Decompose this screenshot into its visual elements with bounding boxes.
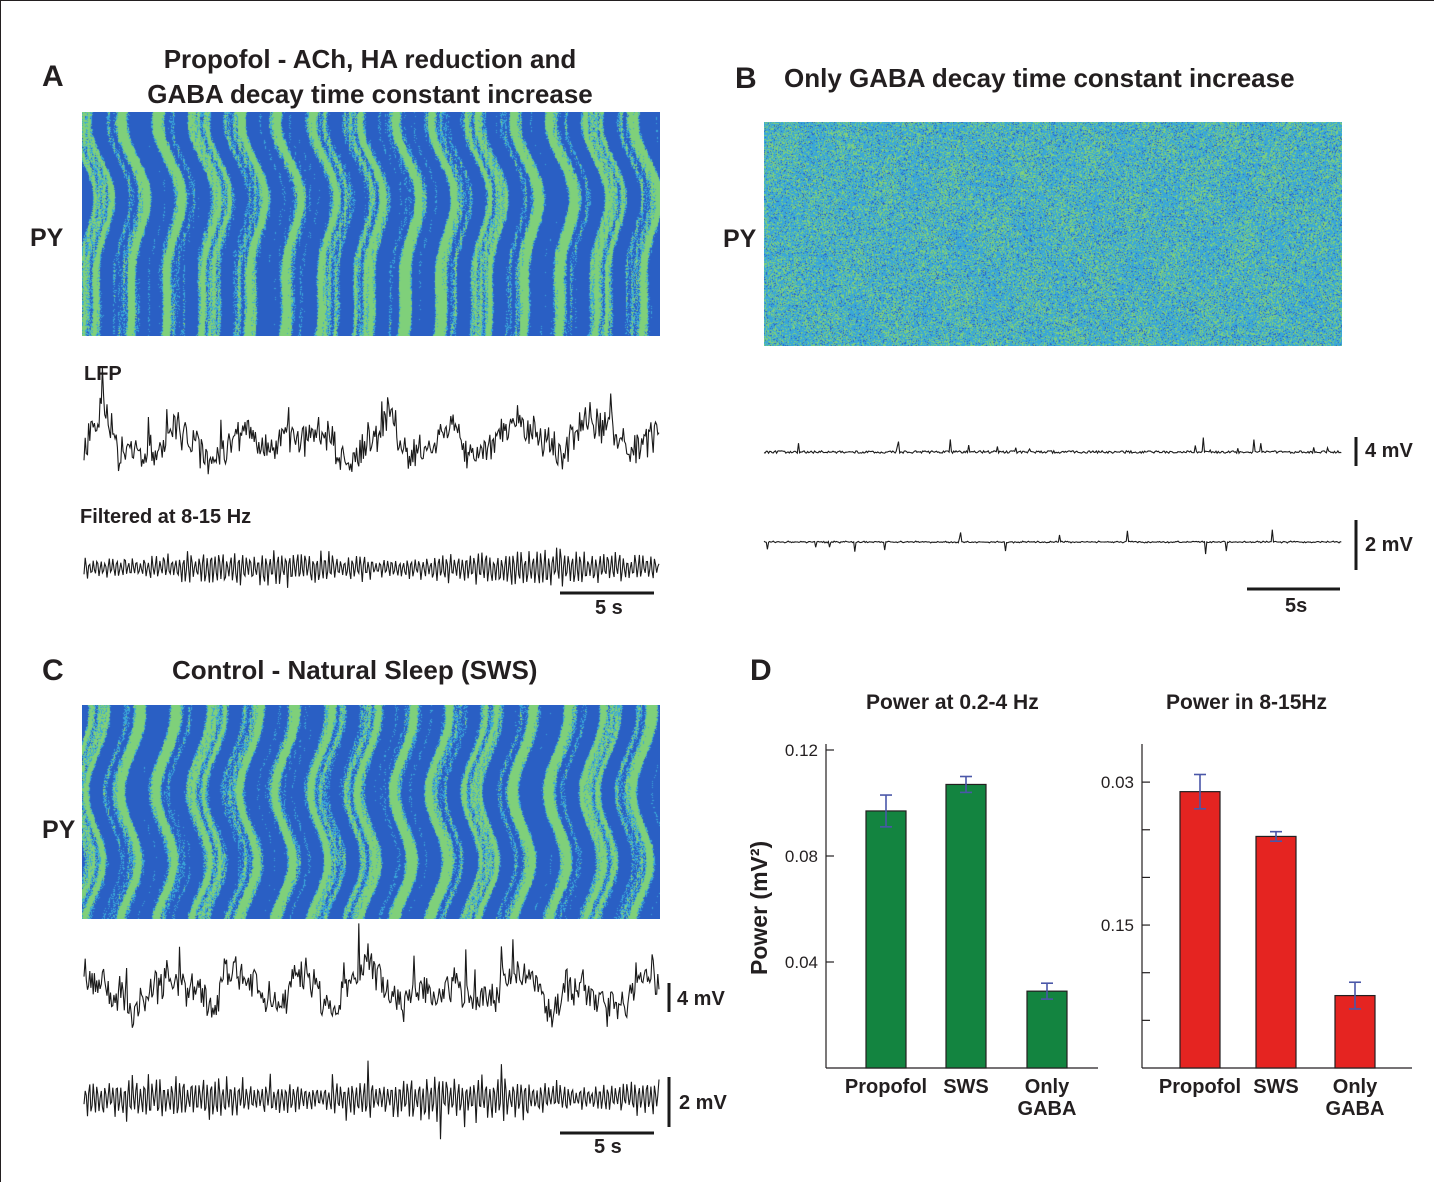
chart1-category-label: Propofol bbox=[845, 1076, 927, 1098]
chart2-category-label: SWS bbox=[1253, 1076, 1299, 1098]
panel-a-title-line1: Propofol - ACh, HA reduction and bbox=[163, 44, 577, 74]
panel-b-letter: B bbox=[735, 62, 757, 95]
chart1-ytick-label: 0.08 bbox=[785, 847, 818, 866]
panel-c-time-scale-label: 5 s bbox=[594, 1136, 622, 1158]
panel-a-lfp-trace bbox=[83, 366, 660, 475]
panel-b-time-scale-label: 5s bbox=[1285, 595, 1308, 617]
chart2-ytick-label: 0.03 bbox=[1101, 773, 1134, 792]
panel-b-filtered-trace bbox=[763, 529, 1342, 555]
chart2-bar-sws bbox=[1255, 835, 1297, 1069]
chart2-category-label: Only bbox=[1333, 1076, 1378, 1098]
panel-c-filtered-trace bbox=[83, 1060, 660, 1140]
panel-a-filtered-label: Filtered at 8-15 Hz bbox=[80, 506, 252, 528]
chart1-bar-propofol bbox=[865, 810, 907, 1069]
chart2-category-label: Propofol bbox=[1159, 1076, 1241, 1098]
chart2-ytick-label: 0.15 bbox=[1101, 916, 1134, 935]
panel-a-filtered-trace bbox=[83, 547, 660, 588]
chart2-title: Power in 8-15Hz bbox=[1166, 691, 1328, 714]
chart1-title: Power at 0.2-4 Hz bbox=[866, 691, 1039, 714]
chart1-ytick-label: 0.04 bbox=[785, 953, 818, 972]
panel-a-time-scale-label: 5 s bbox=[595, 597, 623, 619]
panel-c-title: Control - Natural Sleep (SWS) bbox=[172, 655, 538, 685]
chart1-ytick-label: 0.12 bbox=[785, 741, 818, 760]
chart1-bar-sws bbox=[945, 783, 987, 1069]
panel-b-title: Only GABA decay time constant increase bbox=[784, 63, 1295, 93]
chart1-category-label: Only bbox=[1025, 1076, 1070, 1098]
chart1-bar-only-gaba bbox=[1026, 990, 1068, 1069]
panel-a-letter: A bbox=[42, 60, 64, 93]
chart2-category-label: GABA bbox=[1326, 1098, 1385, 1120]
panel-b-raster-label: PY bbox=[723, 225, 757, 253]
panel-a-raster-label: PY bbox=[30, 224, 64, 252]
chart1-category-label: GABA bbox=[1018, 1098, 1077, 1120]
panel-d-letter: D bbox=[750, 654, 772, 687]
panel-b-lfp-scale-label: 4 mV bbox=[1365, 440, 1413, 462]
chart1-category-label: SWS bbox=[943, 1076, 989, 1098]
panel-b-py-raster bbox=[764, 122, 1342, 346]
panel-a-py-raster bbox=[82, 112, 660, 336]
panel-b-filtered-scale-label: 2 mV bbox=[1365, 534, 1413, 556]
panel-c-filtered-scale-label: 2 mV bbox=[679, 1092, 727, 1114]
chart2-bar-propofol bbox=[1179, 791, 1221, 1069]
panel-c-letter: C bbox=[42, 654, 64, 687]
panel-c-lfp-scale-label: 4 mV bbox=[677, 988, 725, 1010]
panel-c-py-raster bbox=[82, 705, 660, 919]
panel-c-raster-label: PY bbox=[42, 816, 76, 844]
panel-b-lfp-trace bbox=[763, 437, 1342, 455]
panel-c-lfp-trace bbox=[83, 923, 660, 1028]
panel-a-title-line2: GABA decay time constant increase bbox=[147, 79, 593, 109]
